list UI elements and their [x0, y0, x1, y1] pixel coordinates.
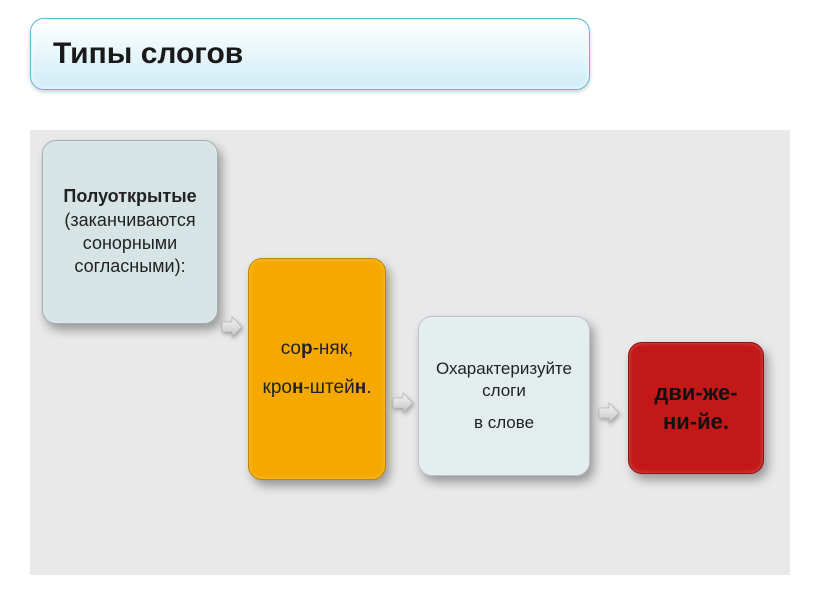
- card-3-line2: в слове: [474, 412, 534, 434]
- card-1-heading: Полуоткрытые: [63, 185, 196, 208]
- title-box: Типы слогов: [30, 18, 590, 90]
- card-3-line1: Охарактеризуйте слоги: [429, 358, 579, 402]
- card-2-word2: крон-штейн.: [263, 376, 372, 401]
- card-2-word1: сор-няк,: [281, 337, 354, 362]
- card-1-subtext: (заканчиваются сонорными согласными):: [53, 209, 207, 279]
- w2-b2: н: [355, 377, 366, 398]
- page-title: Типы слогов: [53, 37, 243, 71]
- w2-post: .: [366, 377, 371, 398]
- card-task: Охарактеризуйте слоги в слове: [418, 316, 590, 476]
- card-examples: сор-няк, крон-штейн.: [248, 258, 386, 480]
- card-poluotkrytye: Полуоткрытые (заканчиваются сонорными со…: [42, 140, 218, 324]
- arrow-icon: [220, 316, 244, 338]
- card-4-text: дви-же-ни-йе.: [639, 379, 753, 436]
- w2-pre: кро: [263, 377, 292, 398]
- w2-mid: -штей: [303, 377, 354, 398]
- w2-b1: н: [292, 377, 303, 398]
- arrow-icon: [391, 392, 415, 414]
- w1-post: -няк,: [313, 338, 354, 359]
- arrow-icon: [597, 402, 621, 424]
- card-answer: дви-же-ни-йе.: [628, 342, 764, 474]
- w1-pre: со: [281, 338, 301, 359]
- w1-bold: р: [301, 338, 313, 359]
